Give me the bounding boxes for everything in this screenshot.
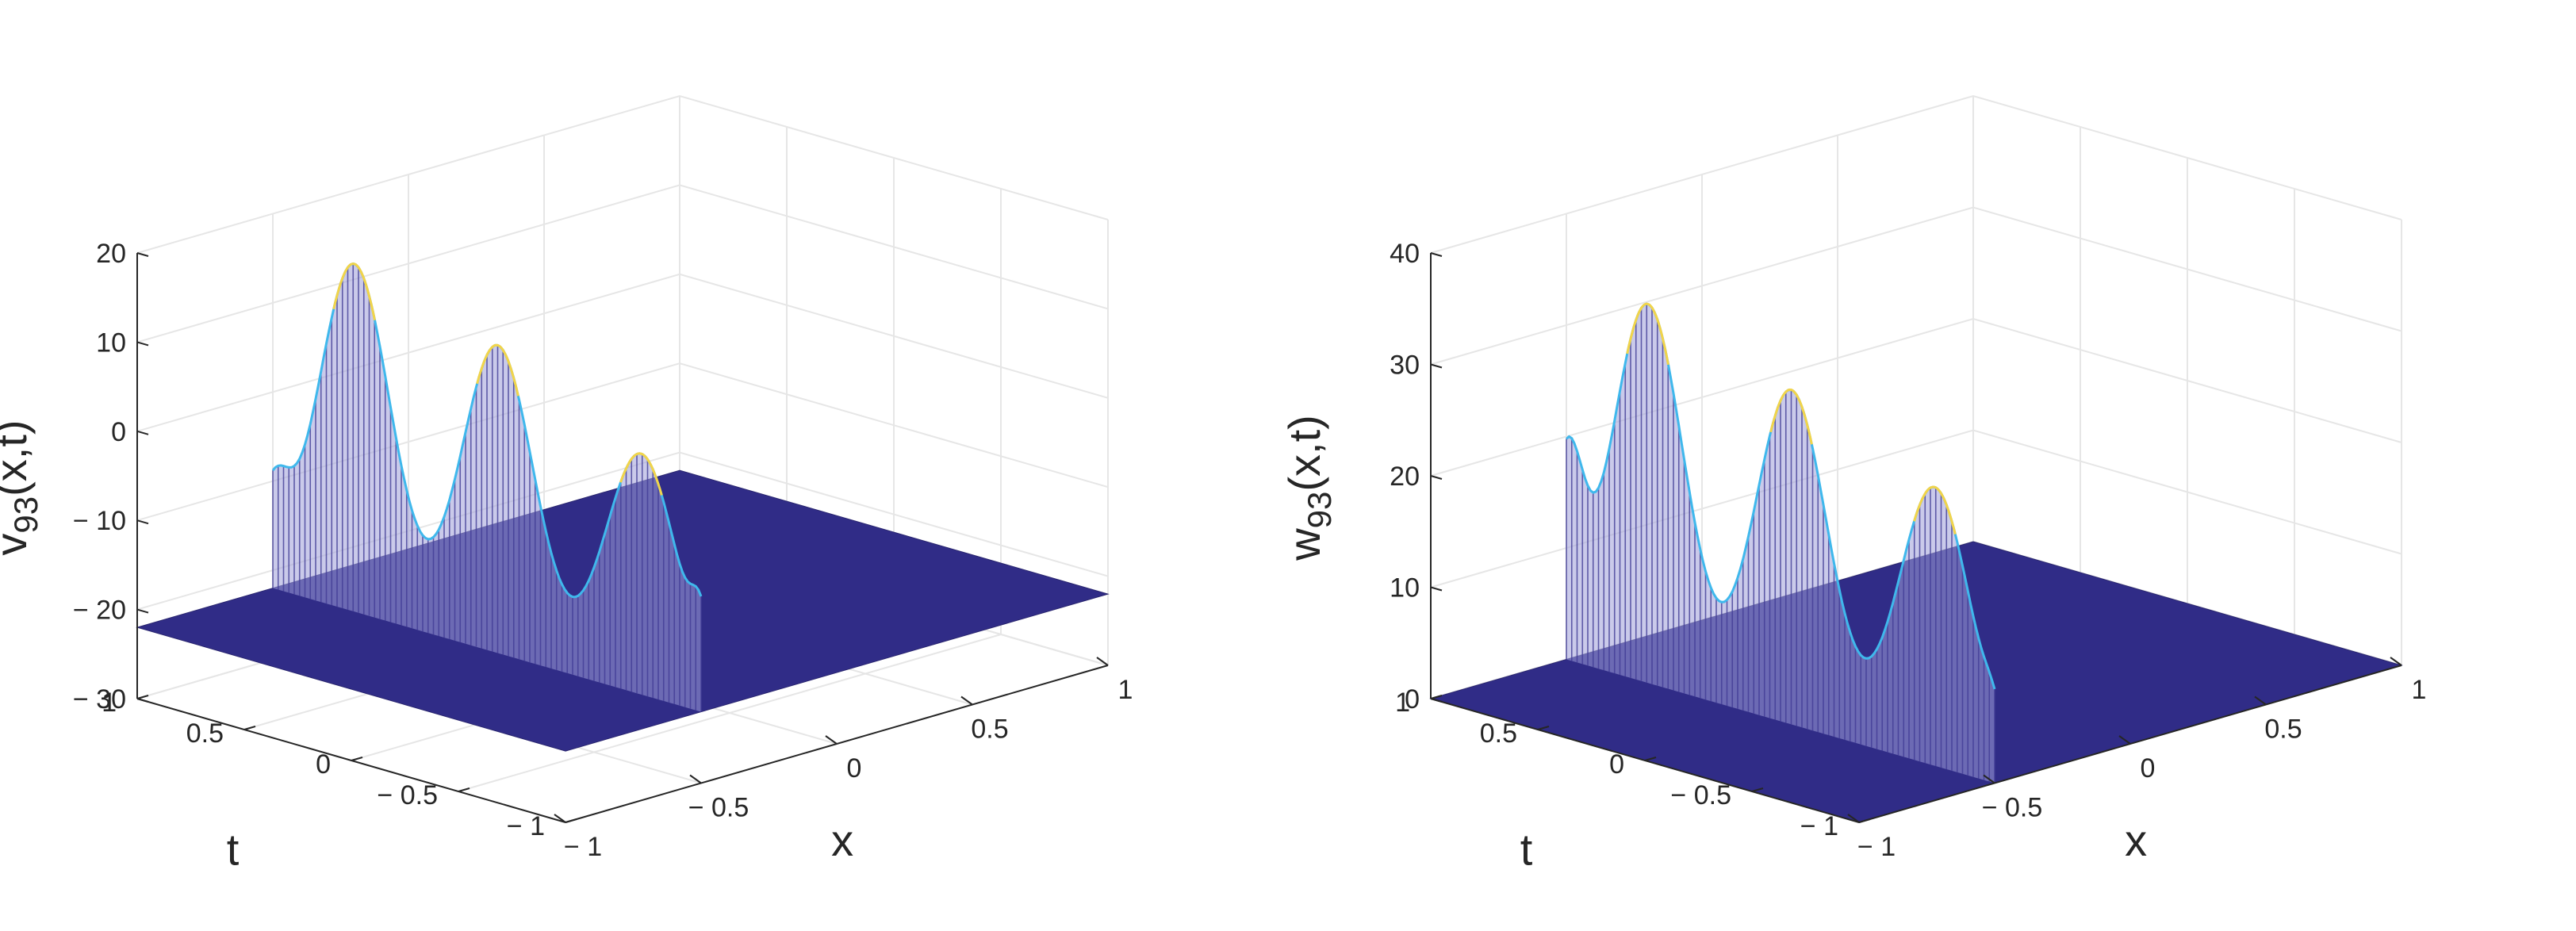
z-tick <box>1430 252 1443 257</box>
t-tick-label: − 0.5 <box>1670 780 1731 810</box>
surface-plot-w93: 40 30 20 10 0 − 1 − 0.5 0 0.5 1 − 1 − 0.5 0 0.5 1 x t w93… <box>1279 94 2426 875</box>
t-tick-label: − 1 <box>507 811 545 841</box>
t-tick <box>565 818 577 823</box>
x-tick-label: 0 <box>2141 753 2156 783</box>
t-tick <box>1858 818 1871 823</box>
surface-plot-v93: 20 10 0 − 10 − 20 − 30 − 1 − 0.5 0 0.5 1 − 1 − 0.5 0 0… <box>0 94 1133 875</box>
x-tick <box>1847 814 1860 823</box>
x-tick-label: − 0.5 <box>1982 793 2043 823</box>
x-tick-label: − 1 <box>564 832 602 862</box>
z-axis-label: v93(x,t) <box>0 420 44 555</box>
z-tick-label: − 10 <box>73 506 126 536</box>
z-tick-label: 40 <box>1390 239 1420 269</box>
z-tick <box>136 698 149 703</box>
grid-line-z <box>136 273 1109 432</box>
z-tick-label: 10 <box>1390 573 1420 603</box>
t-tick-label: 0 <box>316 749 331 780</box>
z-tick <box>136 341 149 347</box>
t-tick-label: − 0.5 <box>377 780 438 810</box>
t-tick <box>243 726 256 730</box>
z-tick <box>1430 363 1443 369</box>
grid-line-z <box>136 184 1109 343</box>
x-tick <box>689 774 702 784</box>
z-tick <box>1430 475 1443 480</box>
wave-peak-3 <box>332 262 376 321</box>
t-tick <box>1430 695 1443 699</box>
t-tick-label: 1 <box>102 688 117 718</box>
x-tick <box>2118 735 2131 745</box>
t-tick-label: 0 <box>1609 749 1624 780</box>
t-axis-label: t <box>227 825 240 875</box>
grid-line-floor <box>458 634 1002 792</box>
t-tick <box>1644 757 1657 761</box>
z-tick <box>136 608 149 614</box>
z-tick <box>136 519 149 525</box>
x-tick-label: 1 <box>1118 675 1133 705</box>
t-tick-label: − 1 <box>1800 811 1838 841</box>
grid-line-z <box>1430 94 2402 254</box>
z-tick-label: 20 <box>96 239 126 269</box>
wave-peak-2 <box>476 343 519 397</box>
z-tick <box>1430 698 1443 703</box>
z-tick-label: 0 <box>1405 684 1420 715</box>
z-tick-label: 30 <box>1390 351 1420 381</box>
z-tick <box>136 430 149 435</box>
t-tick-label: 0.5 <box>186 718 224 749</box>
z-tick-label: − 30 <box>73 684 126 715</box>
x-tick <box>960 695 973 706</box>
z-axis-label: w93(x,t) <box>1279 415 1338 561</box>
x-tick <box>554 814 566 823</box>
x-tick-label: 0.5 <box>971 715 1008 745</box>
wave-peak-1 <box>1913 485 1957 534</box>
grid-line-z <box>1430 317 2402 477</box>
t-tick <box>136 695 149 699</box>
x-tick-label: 0.5 <box>2264 715 2302 745</box>
wave-peak-3 <box>1626 302 1669 366</box>
grid-line-z <box>1430 206 2402 366</box>
x-axis-label: x <box>831 815 853 865</box>
wave-peak-2 <box>1769 388 1813 445</box>
z-tick-label: 0 <box>111 417 126 447</box>
wave-peak-1 <box>619 452 663 496</box>
t-tick <box>458 787 470 792</box>
x-tick <box>2390 657 2402 666</box>
x-tick-label: 0 <box>847 753 862 783</box>
x-tick <box>2254 695 2267 706</box>
z-tick <box>136 252 149 257</box>
x-tick-label: 1 <box>2412 675 2427 705</box>
t-axis-label: t <box>1520 825 1533 875</box>
axes: 20 10 0 − 10 − 20 − 30 − 1 − 0.5 0 0.5 1 − 1 − 0.5 0 0… <box>73 239 1133 862</box>
x-tick <box>1096 657 1109 666</box>
z-tick-label: − 20 <box>73 596 126 626</box>
wave-ridge <box>271 262 703 712</box>
t-tick-label: 0.5 <box>1480 718 1517 749</box>
x-axis-label: x <box>2125 815 2147 865</box>
t-tick <box>1537 726 1550 730</box>
z-tick-label: 20 <box>1390 462 1420 492</box>
z-tick-label: 10 <box>96 328 126 358</box>
grid-line-z <box>136 94 1109 254</box>
t-tick-label: 1 <box>1395 688 1410 718</box>
x-tick <box>825 735 838 745</box>
axes: 40 30 20 10 0 − 1 − 0.5 0 0.5 1 − 1 − 0.5 0 0.5 1 <box>1390 239 2426 862</box>
t-tick <box>351 757 363 761</box>
z-tick <box>1430 586 1443 592</box>
x-tick-label: − 1 <box>1857 832 1896 862</box>
wave-ridge <box>1566 302 1996 783</box>
t-tick <box>1751 787 1764 792</box>
x-tick <box>1983 774 1995 784</box>
x-tick-label: − 0.5 <box>688 793 749 823</box>
